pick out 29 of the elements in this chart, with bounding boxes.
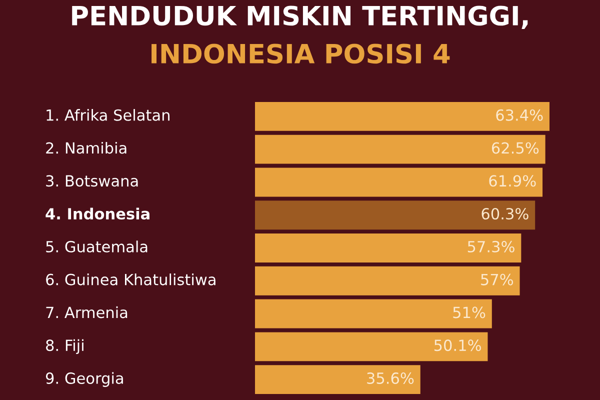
y-tick-label: 5. Guatemala — [46, 240, 148, 252]
chart-subtitle: INDONESIA POSISI 4 — [152, 44, 450, 64]
bar — [255, 266, 520, 296]
data-label: 57.3% — [468, 240, 514, 252]
y-tick-label: 1. Afrika Selatan — [46, 109, 170, 121]
y-tick-label: 2. Namibia — [46, 142, 126, 154]
y-tick-label: 3. Botswana — [46, 175, 138, 187]
data-label: 63.4% — [496, 109, 543, 121]
data-label: 62.5% — [492, 142, 539, 154]
y-tick-label: 7. Armenia — [46, 306, 128, 318]
data-label: 35.6% — [367, 372, 414, 384]
bar — [255, 365, 420, 394]
bar — [255, 102, 550, 131]
data-label: 61.9% — [489, 175, 536, 187]
data-label: 60.3% — [482, 208, 528, 220]
bar — [255, 134, 546, 164]
y-tick-label: 8. Fiji — [46, 339, 84, 354]
y-tick-label: 9. Georgia — [46, 372, 123, 387]
bar — [255, 299, 492, 328]
bar — [255, 332, 488, 362]
chart-title: PENDUDUK MISKIN TERTINGGI, — [72, 6, 528, 30]
bar — [255, 200, 536, 230]
bar — [255, 234, 522, 262]
data-label: 57% — [481, 274, 514, 286]
bar — [255, 168, 543, 197]
y-tick-label: 4. Indonesia — [46, 208, 150, 220]
data-label: 51% — [453, 306, 486, 318]
data-label: 50.1% — [434, 340, 481, 352]
y-tick-label: 6. Guinea Khatulistiwa — [46, 273, 216, 286]
